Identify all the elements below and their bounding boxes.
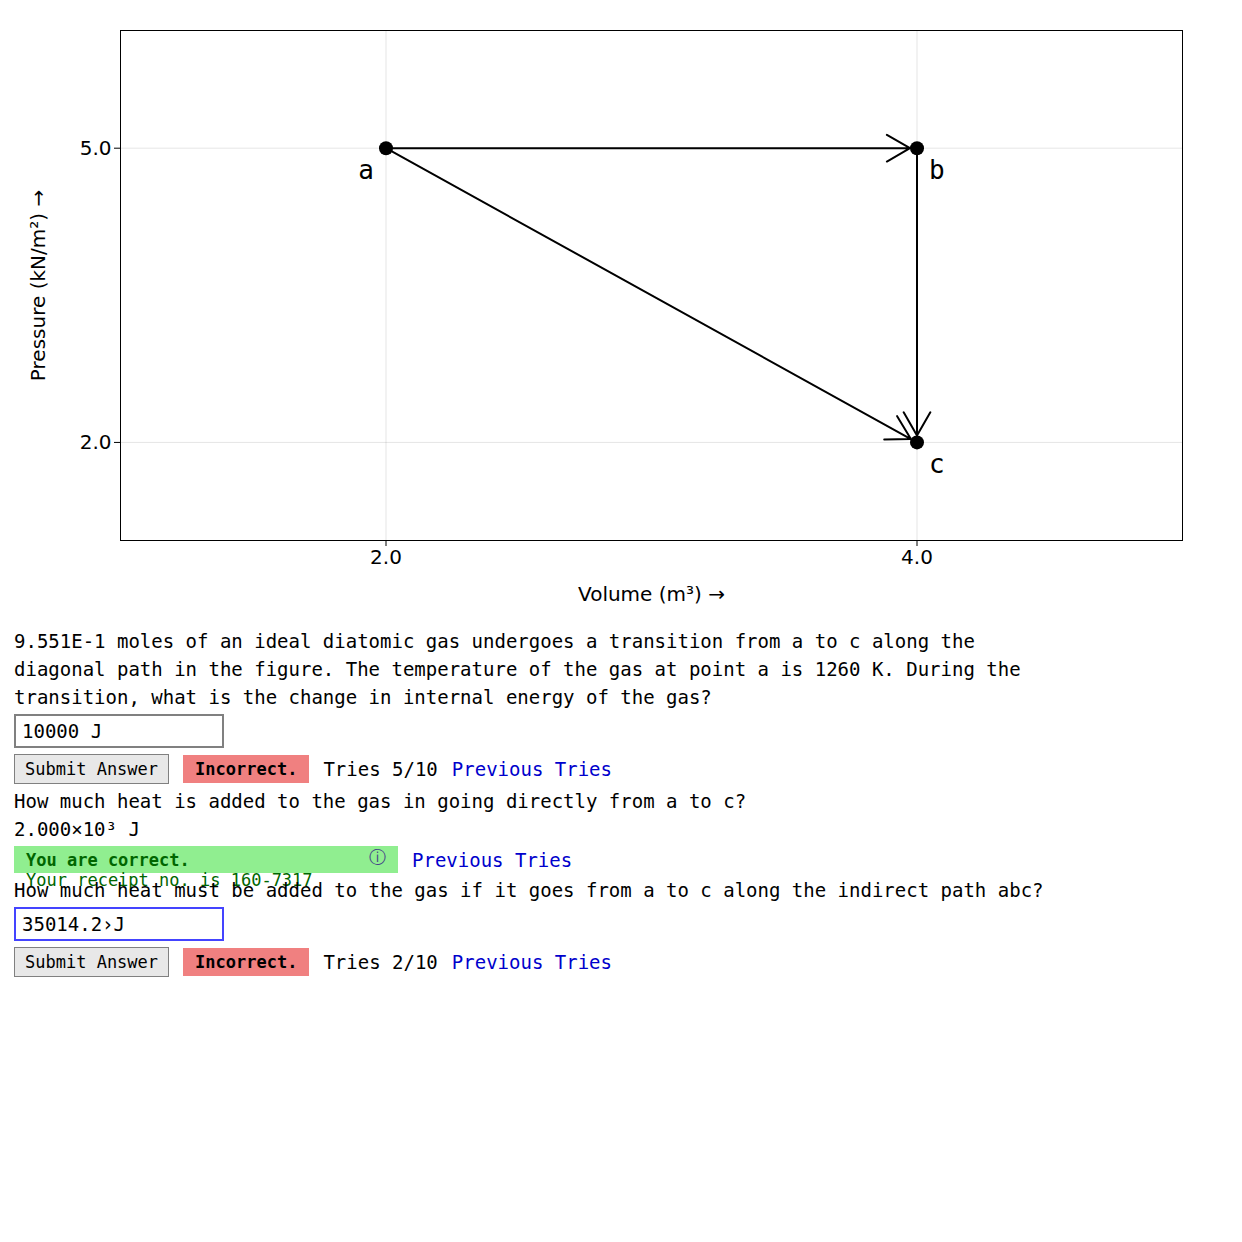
html-text:Incorrect.: Incorrect. <box>195 952 298 972</box>
svg-text:Volume (m³) →: Volume (m³) → <box>578 582 725 606</box>
html-text:Previous Tries: Previous Tries <box>451 758 612 780</box>
html-text:transition, what is the change: transition, what is the change in intern… <box>14 686 712 708</box>
svg-text:5.0: 5.0 <box>80 136 112 160</box>
html-text:Previous Tries: Previous Tries <box>412 848 573 871</box>
html-text:Incorrect.: Incorrect. <box>195 759 298 779</box>
html-text:Tries 5/10: Tries 5/10 <box>323 758 438 780</box>
svg-text:c: c <box>929 449 945 479</box>
svg-text:b: b <box>929 155 945 185</box>
html-text:35014.2›J: 35014.2›J <box>22 913 125 935</box>
html-text:You are correct.: You are correct. <box>26 850 190 870</box>
svg-text:4.0: 4.0 <box>901 545 933 569</box>
html-text:9.551E-1 moles of an ideal dia: 9.551E-1 moles of an ideal diatomic gas … <box>14 630 975 652</box>
html-text:Your receipt no. is 160-7317: Your receipt no. is 160-7317 <box>26 870 313 890</box>
html-text:2.000×10³ J: 2.000×10³ J <box>14 818 140 840</box>
html-text:Previous Tries: Previous Tries <box>451 951 612 973</box>
svg-text:2.0: 2.0 <box>80 430 112 454</box>
svg-text:2.0: 2.0 <box>370 545 402 569</box>
html-text:10000 J: 10000 J <box>22 720 103 742</box>
svg-text:Pressure (kN/m²) →: Pressure (kN/m²) → <box>26 190 50 381</box>
html-text:How much heat is added to the: How much heat is added to the gas in goi… <box>14 790 747 812</box>
html-text:Tries 2/10: Tries 2/10 <box>323 951 438 973</box>
html-text:Submit Answer: Submit Answer <box>25 759 159 779</box>
html-text:How much heat must be added to: How much heat must be added to the gas i… <box>14 879 1044 901</box>
html-text:Submit Answer: Submit Answer <box>25 952 159 972</box>
svg-text:a: a <box>358 155 374 185</box>
html-text:diagonal path in the figure. T: diagonal path in the figure. The tempera… <box>14 658 1021 680</box>
